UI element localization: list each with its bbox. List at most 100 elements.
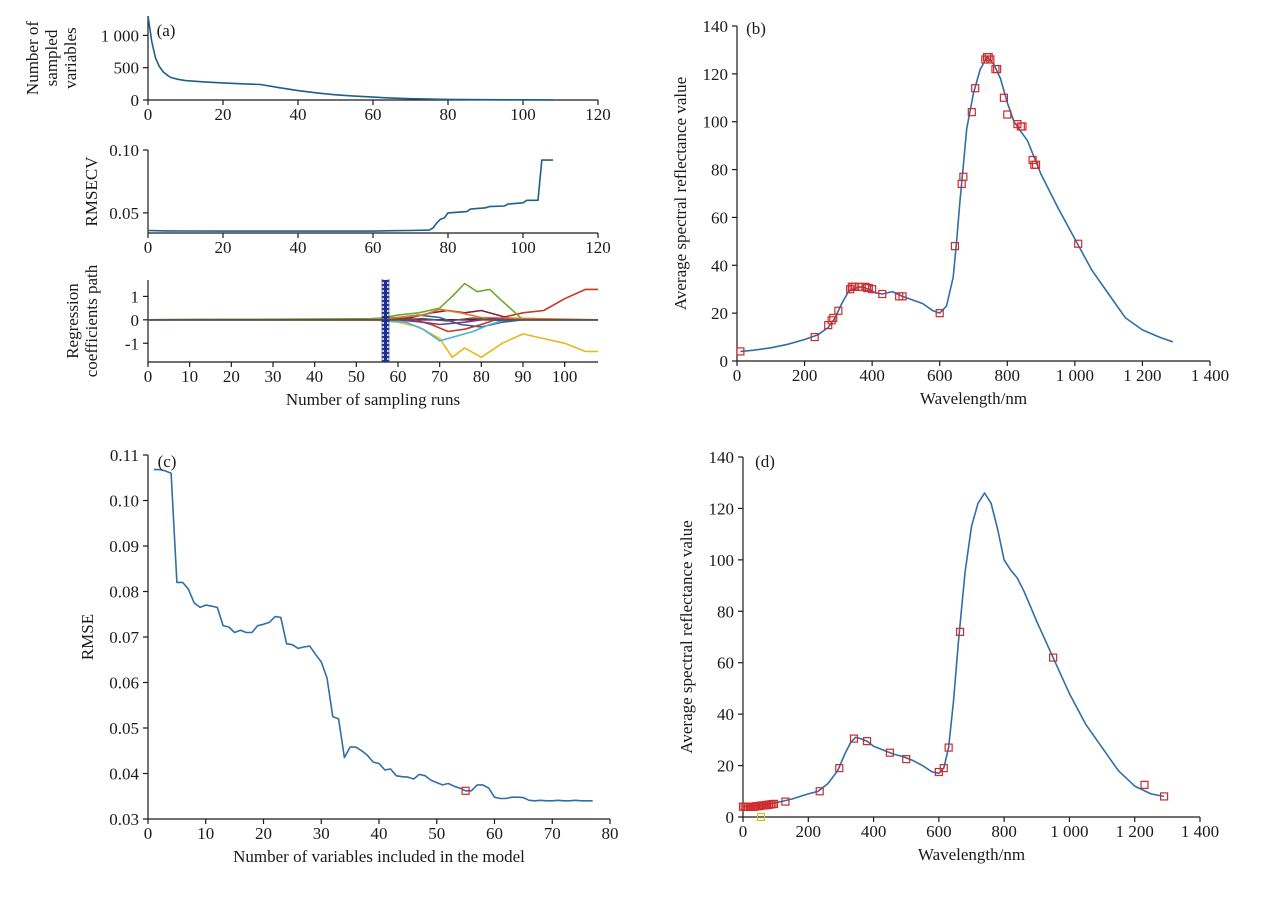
x-tick-label: 600 (926, 822, 952, 841)
selected-variable-marker (862, 737, 872, 746)
x-tick-label: 120 (585, 105, 611, 124)
x-tick-label: 1 200 (1116, 822, 1154, 841)
x-tick-label: 1 000 (1056, 366, 1094, 385)
x-tick-label: 1 400 (1191, 366, 1229, 385)
star-marker (381, 339, 390, 343)
selected-variable-marker (967, 108, 976, 117)
y-tick-label: 0.03 (109, 810, 139, 829)
selected-variable-marker (935, 309, 944, 318)
x-tick-label: 600 (927, 366, 953, 385)
x-tick-label: 800 (995, 366, 1021, 385)
y-tick-label: 0.10 (109, 492, 139, 511)
star-marker (381, 299, 390, 303)
y-axis-label: RMSE (78, 614, 97, 660)
x-tick-label: 800 (991, 822, 1017, 841)
x-tick-label: 50 (348, 367, 365, 386)
x-tick-label: 100 (552, 367, 578, 386)
selected-variable-marker (955, 627, 965, 636)
selected-variable-marker (829, 313, 838, 323)
selected-variable-marker (736, 347, 745, 356)
star-marker (381, 335, 390, 339)
star-marker (381, 343, 390, 347)
selected-variable-marker (1140, 780, 1149, 789)
x-tick-label: 60 (365, 238, 382, 257)
y-tick-label: 0.05 (109, 204, 139, 223)
y-tick-label: 140 (703, 17, 729, 36)
y-tick-label: 120 (703, 65, 729, 84)
y-axis-label-line: Regression (63, 283, 82, 359)
y-tick-label: 100 (709, 551, 735, 570)
selected-variable-marker (1003, 110, 1012, 119)
y-tick-label: 80 (711, 161, 728, 180)
y-tick-label: 60 (711, 208, 728, 227)
y-tick-label: 0 (131, 91, 140, 110)
y-tick-label: 40 (717, 705, 734, 724)
y-tick-label: 60 (717, 654, 734, 673)
x-tick-label: 0 (144, 105, 153, 124)
x-tick-label: 100 (510, 105, 536, 124)
selected-variable-marker (984, 53, 993, 62)
x-tick-label: 100 (510, 238, 536, 257)
selected-variable-marker (999, 93, 1009, 102)
y-tick-label: 40 (711, 256, 728, 275)
selected-variable-marker (834, 306, 843, 315)
star-marker (381, 311, 390, 315)
x-tick-label: 40 (306, 367, 323, 386)
series-line (147, 282, 598, 321)
x-tick-label: 40 (371, 824, 388, 843)
x-tick-label: 1 400 (1181, 822, 1219, 841)
y-axis-label-line: coefficients path (82, 264, 101, 377)
series-line (147, 159, 553, 232)
y-tick-label: 0 (720, 352, 729, 371)
x-tick-label: 40 (290, 105, 307, 124)
panel-d: 0 200 400 600 800 1 000 1 200 1 400 0 20 40 60 80 100… (677, 448, 1219, 864)
panel-c: 0 10 20 30 40 50 60 70 80 0.03 0.04 0.05 0.06 0.07 0.0… (78, 446, 619, 866)
series-line (147, 288, 598, 333)
x-tick-label: 120 (585, 238, 611, 257)
selected-variable-marker (756, 812, 766, 822)
x-tick-label: 400 (859, 366, 885, 385)
y-tick-label: 20 (717, 757, 734, 776)
selected-variable-marker (971, 84, 980, 93)
star-marker (381, 291, 390, 295)
selected-variable-marker (781, 797, 790, 806)
selected-variable-marker (902, 755, 911, 764)
x-tick-label: 10 (181, 367, 198, 386)
panel-a1: 0 20 40 60 80 100 120 0 500 1 000 (a) Number of samp… (23, 15, 611, 124)
selected-variable-marker (849, 734, 859, 743)
x-tick-label: 200 (796, 822, 822, 841)
series-line (147, 319, 598, 359)
panel-b: 0 200 400 600 800 1 000 1 200 1 400 0 20 40 60 80 100… (671, 17, 1229, 408)
x-tick-label: 0 (144, 367, 153, 386)
y-tick-label: 0.04 (109, 765, 139, 784)
y-tick-label: 80 (717, 602, 734, 621)
x-tick-label: 400 (861, 822, 887, 841)
x-tick-label: 60 (390, 367, 407, 386)
x-tick-label: 30 (265, 367, 282, 386)
selected-variable-marker (769, 799, 779, 808)
star-marker (381, 359, 390, 363)
star-marker (381, 323, 390, 327)
panel-label: (b) (746, 19, 766, 38)
y-axis-label-line: variables (61, 27, 80, 88)
star-marker (381, 355, 390, 359)
star-marker (381, 307, 390, 311)
selected-variable-marker (1049, 653, 1058, 662)
series-line (148, 317, 598, 322)
y-tick-label: 0.06 (109, 674, 139, 693)
selected-variable-marker (878, 289, 887, 299)
y-tick-label: 500 (114, 59, 140, 78)
y-axis-label-line: Number of (23, 21, 42, 95)
y-axis-label: RMSECV (82, 156, 101, 227)
selected-variable-marker (939, 764, 948, 773)
star-marker (381, 327, 390, 331)
x-tick-label: 80 (440, 105, 457, 124)
star-marker (381, 283, 390, 287)
y-tick-label: 0.08 (109, 583, 139, 602)
x-tick-label: 60 (486, 824, 503, 843)
selected-variable-marker (815, 787, 824, 796)
selected-variable-marker (898, 292, 907, 301)
selected-variable-marker (1074, 239, 1083, 248)
star-marker (381, 303, 390, 307)
series-line (148, 319, 598, 342)
